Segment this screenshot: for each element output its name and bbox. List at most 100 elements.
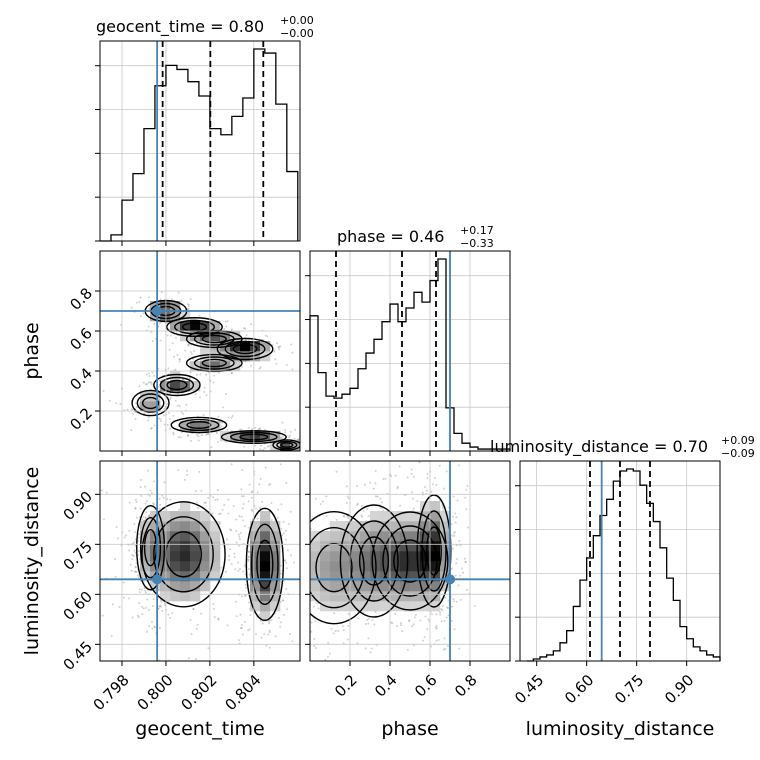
- sample-point: [166, 391, 169, 394]
- sample-point: [276, 342, 279, 345]
- sample-point: [367, 637, 370, 640]
- sample-point: [238, 642, 241, 645]
- sample-point: [115, 402, 118, 405]
- sample-point: [108, 399, 111, 402]
- sample-point: [443, 619, 446, 622]
- ylabel-phase: phase: [21, 322, 43, 379]
- sample-point: [137, 616, 140, 619]
- sample-point: [130, 569, 133, 572]
- density-cell: [440, 551, 451, 562]
- density-cell: [340, 601, 351, 612]
- density-cell: [380, 531, 391, 542]
- sample-point: [141, 613, 144, 616]
- density-cell: [160, 531, 171, 542]
- sample-point: [334, 629, 337, 632]
- sample-point: [225, 538, 228, 541]
- sample-point: [362, 611, 365, 614]
- density-cell: [180, 511, 191, 522]
- density-cell: [270, 531, 281, 542]
- sample-point: [149, 381, 152, 384]
- sample-point: [137, 576, 140, 579]
- sample-point: [169, 334, 172, 337]
- sample-point: [280, 564, 283, 567]
- sample-point: [321, 500, 324, 503]
- sample-point: [412, 644, 415, 647]
- sample-point: [159, 503, 162, 506]
- sample-point: [161, 609, 164, 612]
- density-cell: [360, 541, 371, 552]
- sample-point: [370, 647, 373, 650]
- sample-point: [158, 626, 161, 629]
- density-cell: [360, 531, 371, 542]
- sample-point: [238, 428, 241, 431]
- sample-point: [335, 470, 338, 473]
- sample-point: [251, 490, 254, 493]
- sample-point: [464, 560, 467, 563]
- sample-point: [230, 463, 233, 466]
- sample-point: [230, 563, 233, 566]
- sample-point: [277, 346, 280, 349]
- sample-point: [223, 503, 226, 506]
- sample-point: [364, 623, 367, 626]
- sample-point: [244, 583, 247, 586]
- sample-point: [194, 393, 197, 396]
- sample-point: [144, 516, 147, 519]
- truth-marker: [152, 574, 163, 585]
- sample-point: [150, 427, 153, 430]
- sample-point: [245, 586, 248, 589]
- sample-point: [317, 607, 320, 610]
- sample-point: [247, 558, 250, 561]
- contour-line: [426, 526, 442, 576]
- sample-point: [374, 469, 377, 472]
- density-cell: [320, 561, 331, 572]
- sample-point: [289, 554, 292, 557]
- sample-point: [134, 498, 137, 501]
- sample-point: [457, 464, 460, 467]
- sample-point: [243, 564, 246, 567]
- sample-point: [312, 605, 315, 608]
- contour-line: [141, 501, 226, 608]
- sample-point: [465, 508, 468, 511]
- x-tick-label: 0.2: [331, 671, 361, 701]
- x-tick-label: 0.75: [611, 671, 647, 707]
- y-tick-label: 0.8: [66, 284, 96, 314]
- sample-point: [158, 507, 161, 510]
- sample-point: [447, 607, 450, 610]
- sample-point: [189, 298, 192, 301]
- density-cell: [190, 521, 201, 532]
- sample-point: [276, 516, 279, 519]
- sample-point: [325, 515, 328, 518]
- sample-point: [134, 417, 137, 420]
- sample-point: [147, 419, 150, 422]
- sample-point: [239, 627, 242, 630]
- sample-point: [458, 539, 461, 542]
- sample-point: [153, 374, 156, 377]
- sample-point: [248, 483, 251, 486]
- sample-point: [158, 497, 161, 500]
- sample-point: [194, 490, 197, 493]
- density-cell: [220, 331, 231, 342]
- sample-point: [235, 600, 238, 603]
- density-cell: [320, 531, 331, 542]
- sample-point: [207, 497, 210, 500]
- sample-point: [268, 444, 271, 447]
- density-cell: [180, 581, 191, 592]
- sample-point: [142, 516, 145, 519]
- density-cell: [150, 401, 161, 412]
- sample-point: [123, 536, 126, 539]
- density-cell: [190, 541, 201, 552]
- density-cell: [360, 591, 371, 602]
- truth-marker: [152, 306, 163, 316]
- contour-line: [201, 358, 227, 368]
- sample-point: [391, 622, 394, 625]
- sample-point: [343, 515, 346, 518]
- sample-point: [286, 567, 289, 570]
- sample-point: [231, 372, 234, 375]
- sample-point: [174, 368, 177, 371]
- density-cell: [160, 581, 171, 592]
- density-cell: [180, 421, 191, 432]
- sample-point: [324, 658, 327, 661]
- sample-point: [265, 644, 268, 647]
- sample-point: [310, 630, 313, 633]
- density-cell: [200, 581, 211, 592]
